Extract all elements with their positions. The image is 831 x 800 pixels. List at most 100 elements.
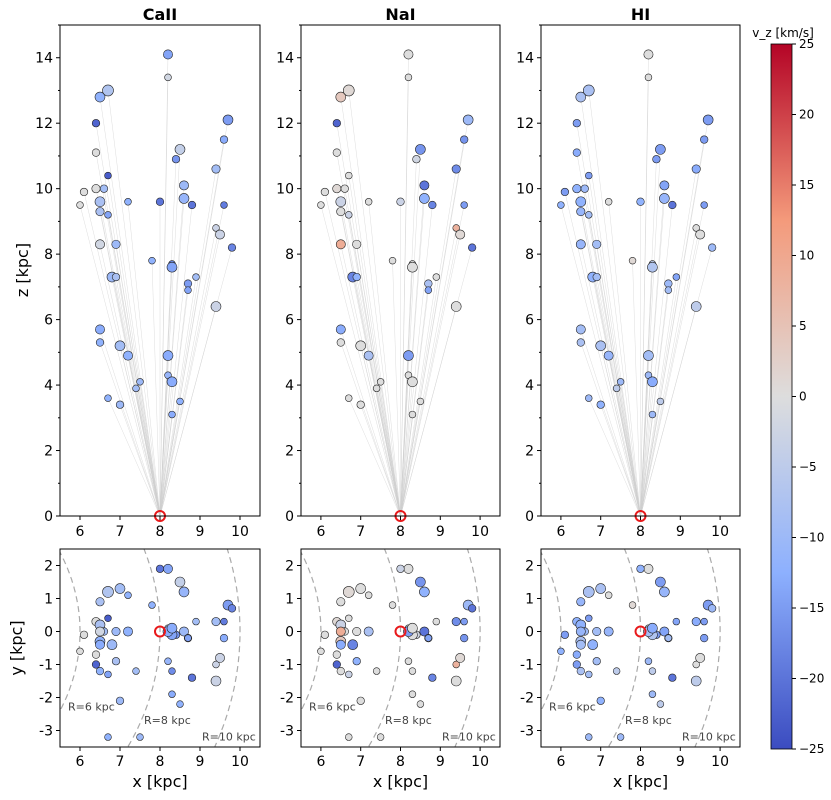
colorbar-tick-label: −10 (799, 531, 824, 545)
star-point (220, 201, 228, 209)
star-point (659, 586, 670, 598)
y-tick-label: 2 (285, 559, 294, 575)
y-tick-label: 0 (525, 509, 534, 525)
y-tick-label: 14 (276, 51, 294, 67)
star-point (111, 657, 121, 666)
star-point (184, 286, 192, 294)
x-tick-label: 10 (231, 524, 249, 540)
star-point (356, 400, 365, 409)
star-point (332, 119, 341, 128)
star-point (124, 198, 132, 206)
star-point (104, 670, 112, 679)
star-point (91, 660, 101, 669)
x-tick-label: 9 (196, 754, 205, 770)
x-tick-label: 10 (231, 754, 249, 770)
sightline (400, 204, 465, 517)
star-point (345, 670, 353, 679)
colorbar-tick-label: −25 (799, 742, 824, 756)
star-point (76, 647, 84, 655)
star-point (672, 273, 681, 281)
sightline (640, 401, 661, 517)
star-point (575, 639, 586, 650)
sightline (400, 77, 409, 517)
star-point (664, 279, 673, 288)
sightline (348, 214, 401, 517)
radius-label: R=8 kpc (385, 714, 432, 727)
star-point (166, 622, 178, 634)
star-point (171, 155, 181, 164)
y-tick-label: 14 (516, 51, 534, 67)
x-tick-label: 7 (116, 754, 125, 770)
sun-marker (634, 625, 647, 638)
x-tick-label: 6 (316, 524, 325, 540)
star-point (455, 229, 466, 240)
radius-label: R=6 kpc (309, 701, 356, 714)
star-point (332, 660, 341, 669)
star-point (592, 626, 602, 636)
star-point (702, 114, 714, 126)
star-point (178, 193, 190, 204)
star-point (692, 224, 700, 232)
star-point (372, 667, 381, 675)
star-point (155, 197, 165, 206)
star-point (668, 200, 677, 210)
sightline (640, 77, 649, 517)
star-point (407, 261, 418, 273)
sightline (368, 201, 401, 517)
x-tick-label: 6 (316, 754, 325, 770)
star-point (576, 666, 585, 676)
star-point (347, 639, 359, 651)
star-point (572, 660, 581, 669)
sightline (368, 355, 401, 517)
star-point (95, 666, 105, 676)
star-point (136, 378, 144, 386)
sightline (159, 77, 169, 517)
star-point (332, 148, 341, 157)
y-tick-label: -2 (39, 691, 53, 707)
star-point (335, 196, 347, 208)
star-point (415, 144, 426, 155)
star-point (455, 653, 466, 663)
sightline (139, 381, 161, 517)
sightline (107, 90, 161, 517)
sightline (616, 388, 641, 517)
top-axes: 6 7 8 9 10 0 2 4 6 8 10 12 14 (35, 24, 261, 540)
star-point (592, 657, 601, 666)
star-point (668, 673, 677, 682)
plot-area (301, 549, 481, 747)
star-point (168, 667, 176, 675)
star-point (644, 657, 653, 665)
y-tick-label: -3 (280, 724, 294, 740)
star-point (595, 340, 607, 352)
star-point (636, 197, 645, 206)
y-tick-label: 0 (285, 625, 294, 641)
star-point (168, 690, 176, 698)
x-tick-label: 7 (596, 524, 605, 540)
sightline (99, 329, 161, 517)
star-point (372, 384, 381, 393)
star-point (99, 184, 109, 193)
y-tick-label: 10 (516, 182, 534, 198)
star-point (227, 604, 237, 613)
star-point (95, 597, 105, 607)
star-point (352, 626, 362, 636)
sightline (580, 96, 641, 517)
star-point (132, 667, 140, 675)
sightline (159, 277, 197, 517)
y-tick-label: 12 (35, 116, 53, 132)
sightline (159, 401, 181, 517)
sightline (340, 244, 401, 517)
star-point (184, 634, 192, 642)
x-tick-label: 8 (396, 754, 405, 770)
panel-title: NaI (385, 5, 415, 24)
sightline (608, 201, 641, 517)
star-point (644, 73, 653, 82)
star-point (192, 617, 200, 626)
y-tick-label: -1 (39, 658, 53, 674)
star-point (460, 135, 469, 144)
sightline (600, 404, 641, 517)
star-point (572, 650, 581, 659)
x-tick-label: 8 (156, 524, 165, 540)
star-point (106, 639, 118, 651)
